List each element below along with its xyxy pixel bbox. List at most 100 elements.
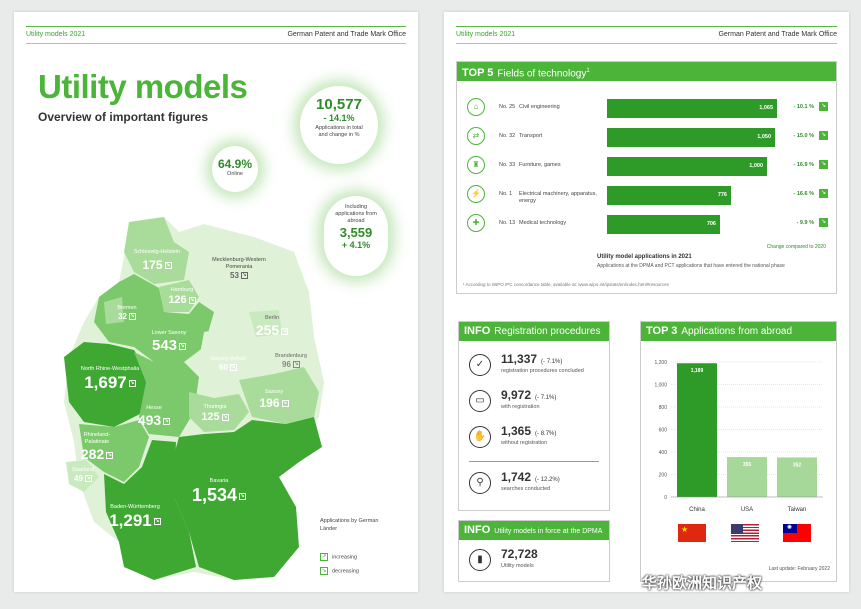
flag-usa — [731, 524, 759, 542]
decreasing-icon: ↘ — [281, 327, 289, 335]
info-label: with registration — [501, 404, 540, 410]
top5-caption: Utility model applications in 2021 — [597, 254, 692, 260]
region-nrw: North Rhine-Westphalia 1,697 ↘ — [68, 366, 152, 393]
info-value: 1,742 — [501, 470, 532, 484]
info-value: 11,337 — [501, 352, 538, 366]
info-row: ▭ 9,972 (- 7.1%) with registration — [469, 388, 619, 420]
top5-panel: TOP 5 Fields of technology1 ⌂ No. 25 Civi… — [456, 61, 837, 294]
flag-taiwan: ✺ — [783, 524, 811, 542]
info-label: without registration — [501, 440, 548, 446]
region-value: 126 — [168, 294, 187, 306]
info-value: 9,972 — [501, 388, 532, 402]
left-header-title: Utility models 2021 — [26, 31, 86, 38]
info-force-title: INFO Utility models in force at the DPMA — [459, 521, 609, 540]
region-saxony-anhalt: Saxony-Anhalt 60 ↘ — [210, 356, 246, 372]
abroad-change: + 4.1% — [341, 240, 371, 250]
tech-change: - 16.6 % — [793, 191, 814, 197]
tech-no: No. 32 — [499, 133, 516, 139]
transport-icon: ⇄ — [467, 127, 485, 145]
tech-bar: 1,065 — [607, 99, 777, 118]
abroad-bubble: Including applications from abroad 3,559… — [324, 196, 388, 276]
region-value: 49 — [74, 474, 83, 483]
tech-bar: 1,050 — [607, 128, 775, 147]
online-label: Online — [227, 171, 243, 177]
furniture-icon: ♜ — [467, 156, 485, 174]
decreasing-icon: ↘ — [128, 380, 136, 388]
top3-title: TOP 3 Applications from abroad — [641, 322, 836, 341]
decreasing-icon: ↘ — [163, 417, 171, 425]
top5-title: TOP 5 Fields of technology1 — [457, 62, 836, 81]
tech-bar: 1,000 — [607, 157, 767, 176]
right-header-office: German Patent and Trade Mark Office — [718, 31, 837, 38]
region-value: 175 — [142, 258, 163, 272]
x-category-label: USA — [741, 507, 753, 513]
decreasing-icon: ↘ — [128, 313, 136, 321]
info-row: ▮ 72,728 Utility models — [469, 547, 619, 579]
info-row: ✓ 11,337 (- 7.1%) registration procedures… — [469, 352, 619, 384]
sun-icon: ✺ — [787, 525, 793, 531]
decreasing-icon: ↘ — [819, 131, 828, 140]
tech-name: Furniture, games — [519, 162, 561, 168]
right-header-title: Utility models 2021 — [456, 31, 516, 38]
decreasing-icon: ↘ — [240, 272, 248, 280]
tech-row: ♜ No. 33 Furniture, games 1,000 - 16.9 %… — [467, 154, 828, 178]
decreasing-icon: ↘ — [819, 160, 828, 169]
region-bavaria: Bavaria 1,534 ↘ — [184, 478, 254, 506]
region-hesse: Hesse 493 ↘ — [132, 405, 176, 428]
region-name: Brandenburg — [275, 353, 307, 359]
region-saxony: Saxony 196 ↘ — [254, 389, 294, 410]
tech-change: - 9.9 % — [796, 220, 814, 226]
region-value: 60 — [219, 363, 228, 372]
y-tick-label: 800 — [659, 405, 668, 411]
hand-icon: ✋ — [469, 426, 491, 448]
tech-row: ✚ No. 13 Medical technology 706 - 9.9 % … — [467, 212, 828, 236]
magnifier-icon: ⚲ — [469, 472, 491, 494]
region-value: 96 — [282, 360, 291, 369]
bar-usa — [727, 457, 767, 497]
region-name: Saxony — [264, 389, 284, 395]
legend-decreasing: decreasing — [332, 568, 359, 575]
region-value: 125 — [201, 411, 220, 423]
region-name: Bavaria — [209, 478, 229, 484]
document-icon: ▮ — [469, 549, 491, 571]
region-name: Lower Saxony — [151, 330, 187, 336]
decreasing-icon: ↘ — [153, 518, 161, 526]
decreasing-icon: ↘ — [320, 567, 328, 575]
decreasing-icon: ↘ — [819, 218, 828, 227]
info-change: (- 7.1%) — [541, 359, 563, 365]
decreasing-icon: ↘ — [229, 364, 237, 372]
info-label: registration procedures concluded — [501, 368, 584, 374]
page-subtitle: Overview of important figures — [38, 110, 209, 124]
y-tick-label: 1,200 — [654, 360, 667, 366]
abroad-value: 3,559 — [339, 225, 373, 240]
y-tick-label: 0 — [664, 495, 667, 501]
divider — [469, 461, 599, 462]
tech-row: ⌂ No. 25 Civil engineering 1,065 - 10.1 … — [467, 96, 828, 120]
tech-no: No. 1 — [499, 191, 513, 197]
region-berlin: Berlin 255 ↘ — [252, 315, 292, 338]
info-force-panel: INFO Utility models in force at the DPMA … — [458, 520, 610, 582]
top5-footnote: ¹ According to WIPO IPC concordance tabl… — [463, 282, 669, 287]
region-value: 543 — [151, 337, 178, 354]
y-tick-label: 1,000 — [654, 383, 667, 389]
region-value: 1,697 — [84, 373, 127, 392]
decreasing-icon: ↘ — [164, 262, 172, 270]
region-name: Bremen — [117, 305, 137, 311]
decreasing-icon: ↘ — [188, 296, 196, 304]
canton-icon — [731, 524, 743, 534]
decreasing-icon: ↘ — [281, 400, 289, 408]
tech-row: ⚡ No. 1 Electrical machinery, apparatus,… — [467, 183, 828, 207]
region-value: 1,534 — [191, 485, 238, 505]
left-header-office: German Patent and Trade Mark Office — [287, 31, 406, 38]
region-mecklenburg: Mecklenburg-Western Pomerania 53 ↘ — [204, 257, 274, 280]
abroad-label: Including applications from abroad — [335, 204, 377, 224]
region-name: Rhineland-Palatinate — [83, 432, 111, 445]
tech-bar: 706 — [607, 215, 720, 234]
increasing-icon: ↗ — [320, 553, 328, 561]
online-bubble: 64.9% Online — [212, 146, 258, 192]
left-page: Utility models 2021 German Patent and Tr… — [14, 12, 418, 592]
tech-change: - 15.0 % — [793, 133, 814, 139]
region-schleswig-holstein: Schleswig-Holstein 175 ↘ — [127, 240, 187, 272]
region-name: Mecklenburg-Western Pomerania — [212, 257, 266, 270]
civil-engineering-icon: ⌂ — [467, 98, 485, 116]
